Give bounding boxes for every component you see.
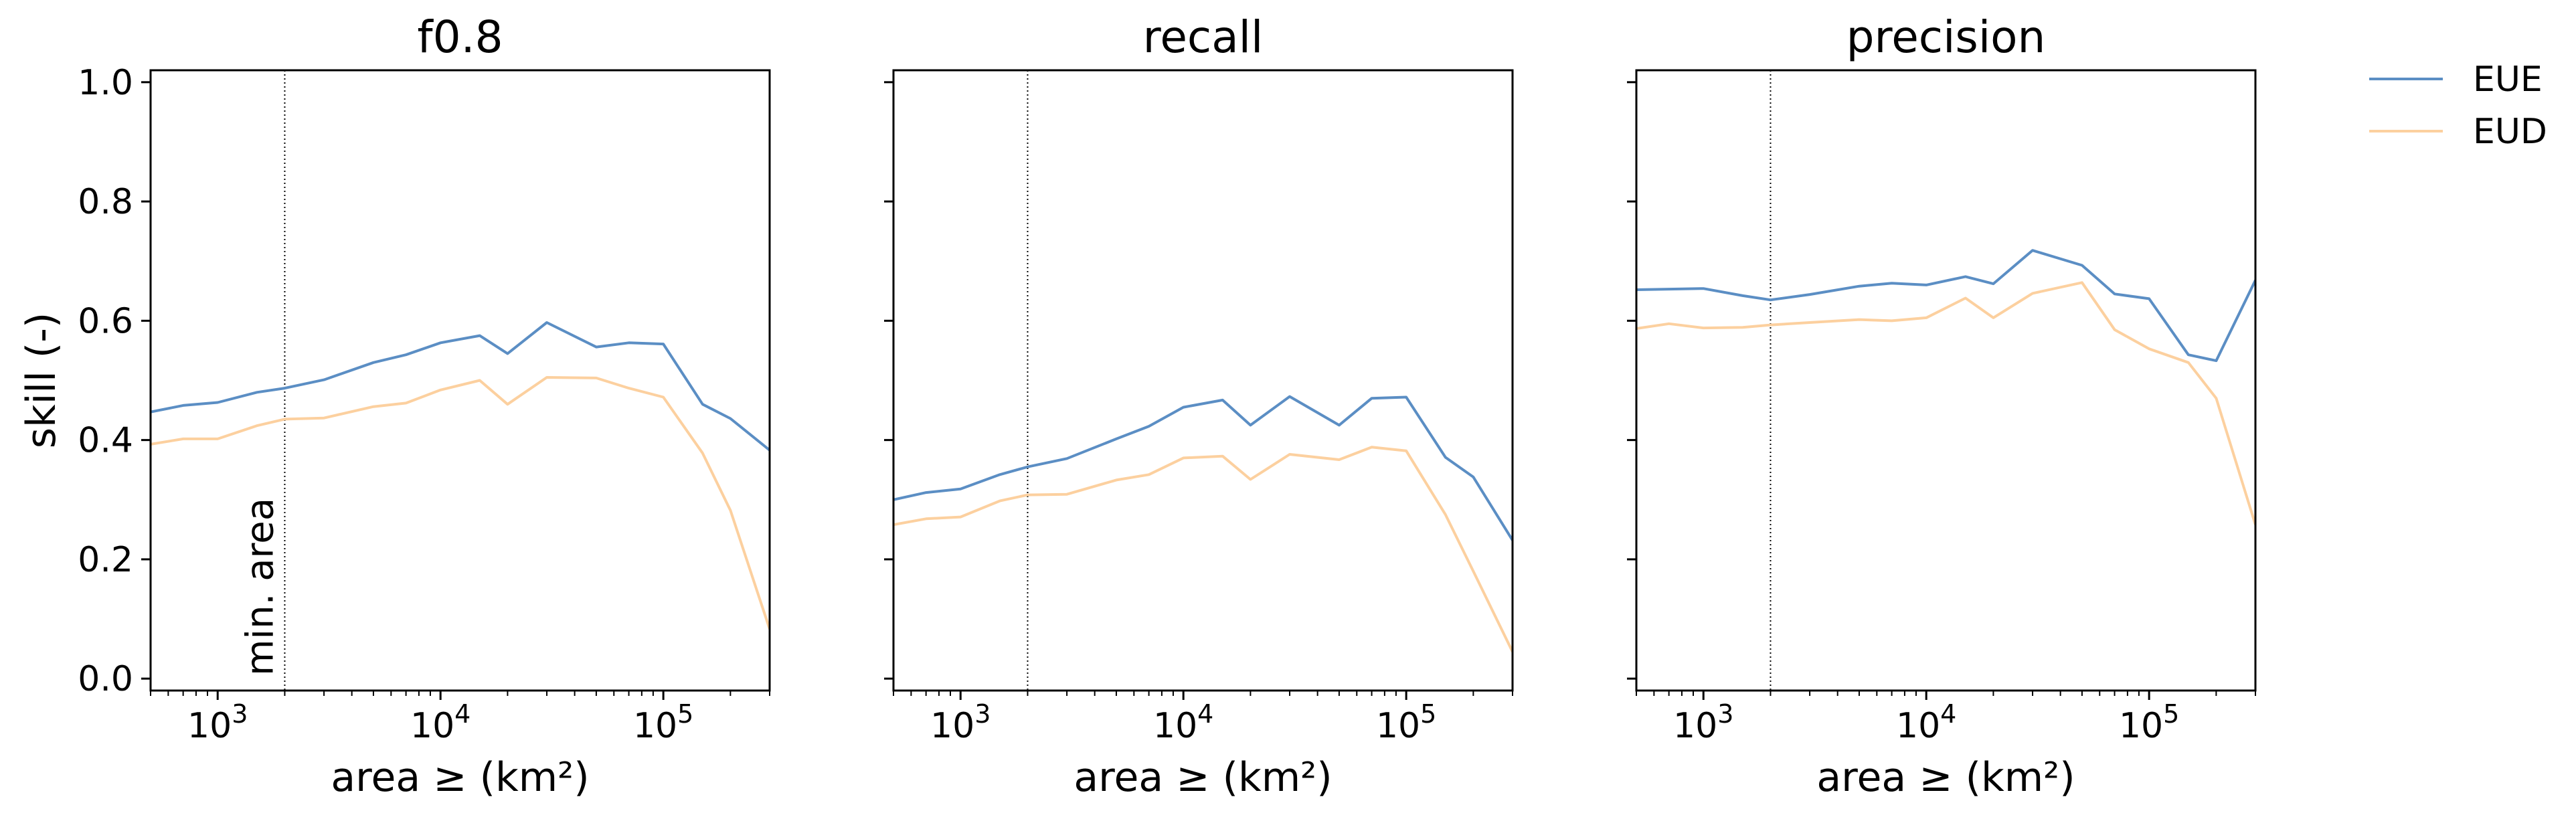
y-tick-label: 0.0	[78, 659, 133, 699]
panel-recall: 103 104 105 recall area ≥ (km²)	[884, 11, 1514, 801]
y-tick-label: 0.6	[78, 301, 133, 341]
axes-frame	[149, 69, 771, 692]
axes-frame	[892, 69, 1514, 692]
panel-precision: 103 104 105 precision area ≥ (km²)	[1627, 11, 2257, 801]
series-line-eue	[893, 395, 1513, 541]
panel-f0-8: 0.0 0.2 0.4 0.6 0.8 1.0 103 104 105 f0.8 area ≥ (k…	[18, 11, 771, 801]
x-tick-label: 105	[2119, 699, 2179, 746]
y-tick-label: 1.0	[78, 63, 133, 103]
min-area-label: min. area	[238, 498, 282, 676]
x-tick-label: 104	[410, 699, 470, 746]
x-axis-label: area ≥ (km²)	[331, 754, 589, 801]
x-axis-label: area ≥ (km²)	[1074, 754, 1332, 801]
x-axis-label: area ≥ (km²)	[1816, 754, 2075, 801]
x-tick-label: 105	[1376, 699, 1436, 746]
legend-label: EUD	[2473, 112, 2547, 152]
x-tick-label: 103	[1673, 699, 1733, 746]
y-axis-label: skill (-)	[18, 312, 65, 449]
legend-item-eue: EUE	[2369, 60, 2543, 100]
series-line-eud	[151, 376, 770, 630]
axes-frame	[1635, 69, 2257, 692]
legend-item-eud: EUD	[2369, 112, 2547, 152]
panels-layer: 0.0 0.2 0.4 0.6 0.8 1.0 103 104 105 f0.8 area ≥ (k…	[18, 11, 2257, 801]
series-line-eue	[151, 321, 770, 452]
panel-title: f0.8	[417, 11, 503, 63]
y-tick-label: 0.8	[78, 182, 133, 222]
x-tick-label: 105	[633, 699, 693, 746]
series-line-eud	[1636, 281, 2255, 525]
x-tick-label: 103	[187, 699, 248, 746]
x-tick-label: 104	[1153, 699, 1213, 746]
panel-title: precision	[1847, 11, 2046, 63]
x-tick-label: 103	[930, 699, 991, 746]
y-tick-label: 0.4	[78, 421, 133, 461]
x-tick-label: 104	[1896, 699, 1956, 746]
series-line-eue	[1636, 249, 2255, 363]
series-line-eud	[893, 446, 1513, 652]
legend: EUE EUD	[2369, 60, 2547, 152]
y-tick-label: 0.2	[78, 540, 133, 580]
legend-label: EUE	[2473, 60, 2543, 100]
panel-title: recall	[1143, 11, 1264, 63]
